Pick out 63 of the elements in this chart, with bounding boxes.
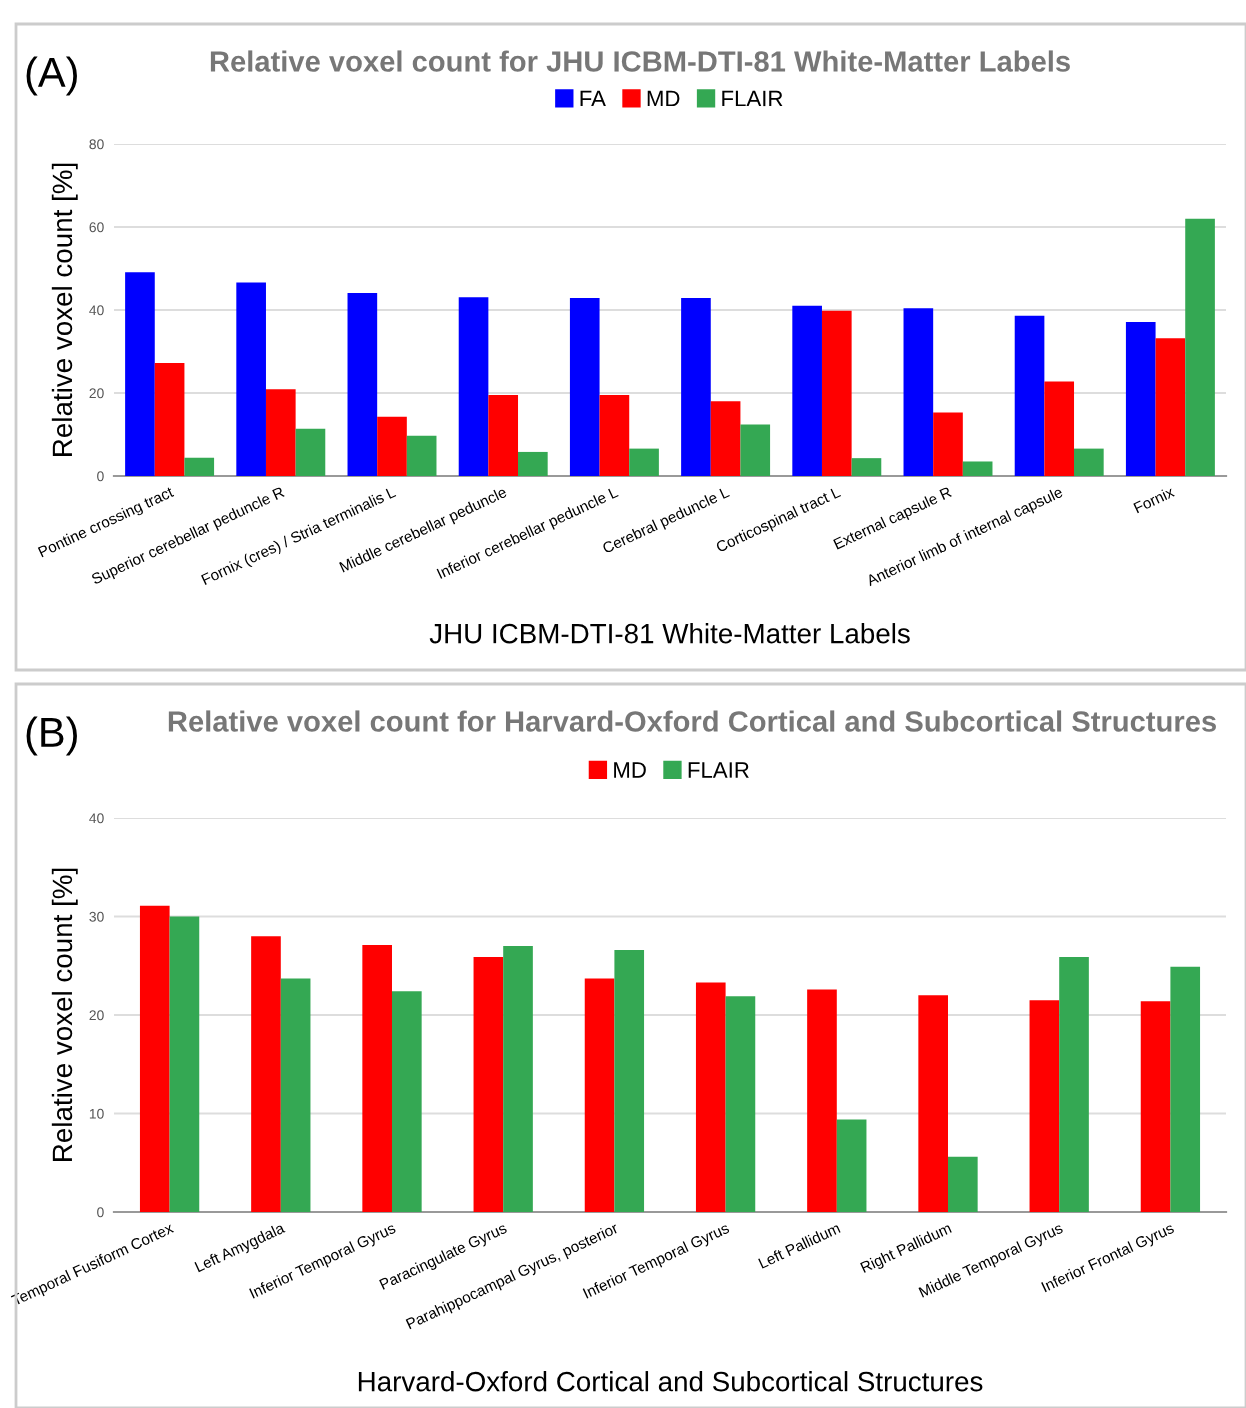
bar	[599, 395, 630, 476]
bar	[933, 412, 963, 476]
bar	[918, 995, 948, 1212]
bar	[1185, 218, 1215, 476]
bar	[184, 457, 215, 476]
bar	[154, 363, 185, 476]
bar	[1155, 338, 1186, 476]
legend-label: MD	[647, 90, 680, 107]
bar	[1074, 448, 1104, 476]
bar	[695, 982, 726, 1212]
bar	[1140, 1001, 1171, 1212]
bar	[347, 292, 378, 476]
bar	[725, 996, 756, 1212]
bar	[584, 978, 615, 1212]
bar	[125, 272, 155, 476]
bar	[280, 978, 311, 1212]
bar	[251, 936, 281, 1212]
bar	[903, 308, 934, 476]
chart-title: Relative voxel count for JHU ICBM-DTI-81 White-Matter Labels	[210, 50, 1070, 72]
y-axis-title: Relative voxel count [%]	[51, 163, 78, 456]
bar	[295, 428, 326, 476]
x-axis-title: JHU ICBM-DTI-81 White-Matter Labels	[429, 623, 910, 644]
bar	[406, 435, 437, 476]
bar	[851, 458, 882, 476]
bar	[962, 461, 993, 476]
bar	[807, 989, 837, 1212]
x-axis-title: Harvard-Oxford Cortical and Subcortical Structures	[358, 1371, 983, 1392]
chart-title: Relative voxel count for Harvard-Oxford Cortical and Subcortical Structures	[168, 710, 1216, 732]
bar	[1125, 322, 1156, 476]
bar	[614, 949, 645, 1212]
bar	[1059, 956, 1089, 1212]
text: (A)	[26, 56, 77, 96]
bar	[169, 916, 200, 1212]
bar	[377, 416, 407, 476]
bar	[236, 282, 266, 476]
bar	[629, 448, 659, 476]
bar	[488, 395, 519, 476]
bar	[1044, 381, 1075, 476]
legend-label: FLAIR	[722, 90, 783, 107]
bar	[503, 946, 533, 1212]
bar	[139, 905, 170, 1212]
bar	[681, 297, 711, 476]
y-axis-title: Relative voxel count [%]	[51, 868, 78, 1161]
text: (B)	[26, 716, 77, 756]
bar	[518, 451, 548, 476]
bar	[1014, 315, 1045, 476]
bar	[569, 297, 600, 476]
bar	[362, 945, 392, 1212]
legend-label: FLAIR	[688, 762, 749, 778]
bar	[1029, 1000, 1060, 1212]
bar	[948, 1156, 978, 1212]
bar	[740, 424, 771, 476]
bar	[1170, 966, 1201, 1212]
bar	[710, 401, 741, 476]
bar	[821, 310, 852, 476]
legend-label: MD	[614, 762, 646, 778]
bar	[836, 1119, 867, 1212]
bar	[473, 956, 504, 1212]
legend-label: FA	[580, 90, 606, 107]
bar	[265, 389, 296, 476]
bar	[458, 297, 489, 476]
bar	[392, 991, 422, 1212]
bar	[792, 305, 822, 476]
